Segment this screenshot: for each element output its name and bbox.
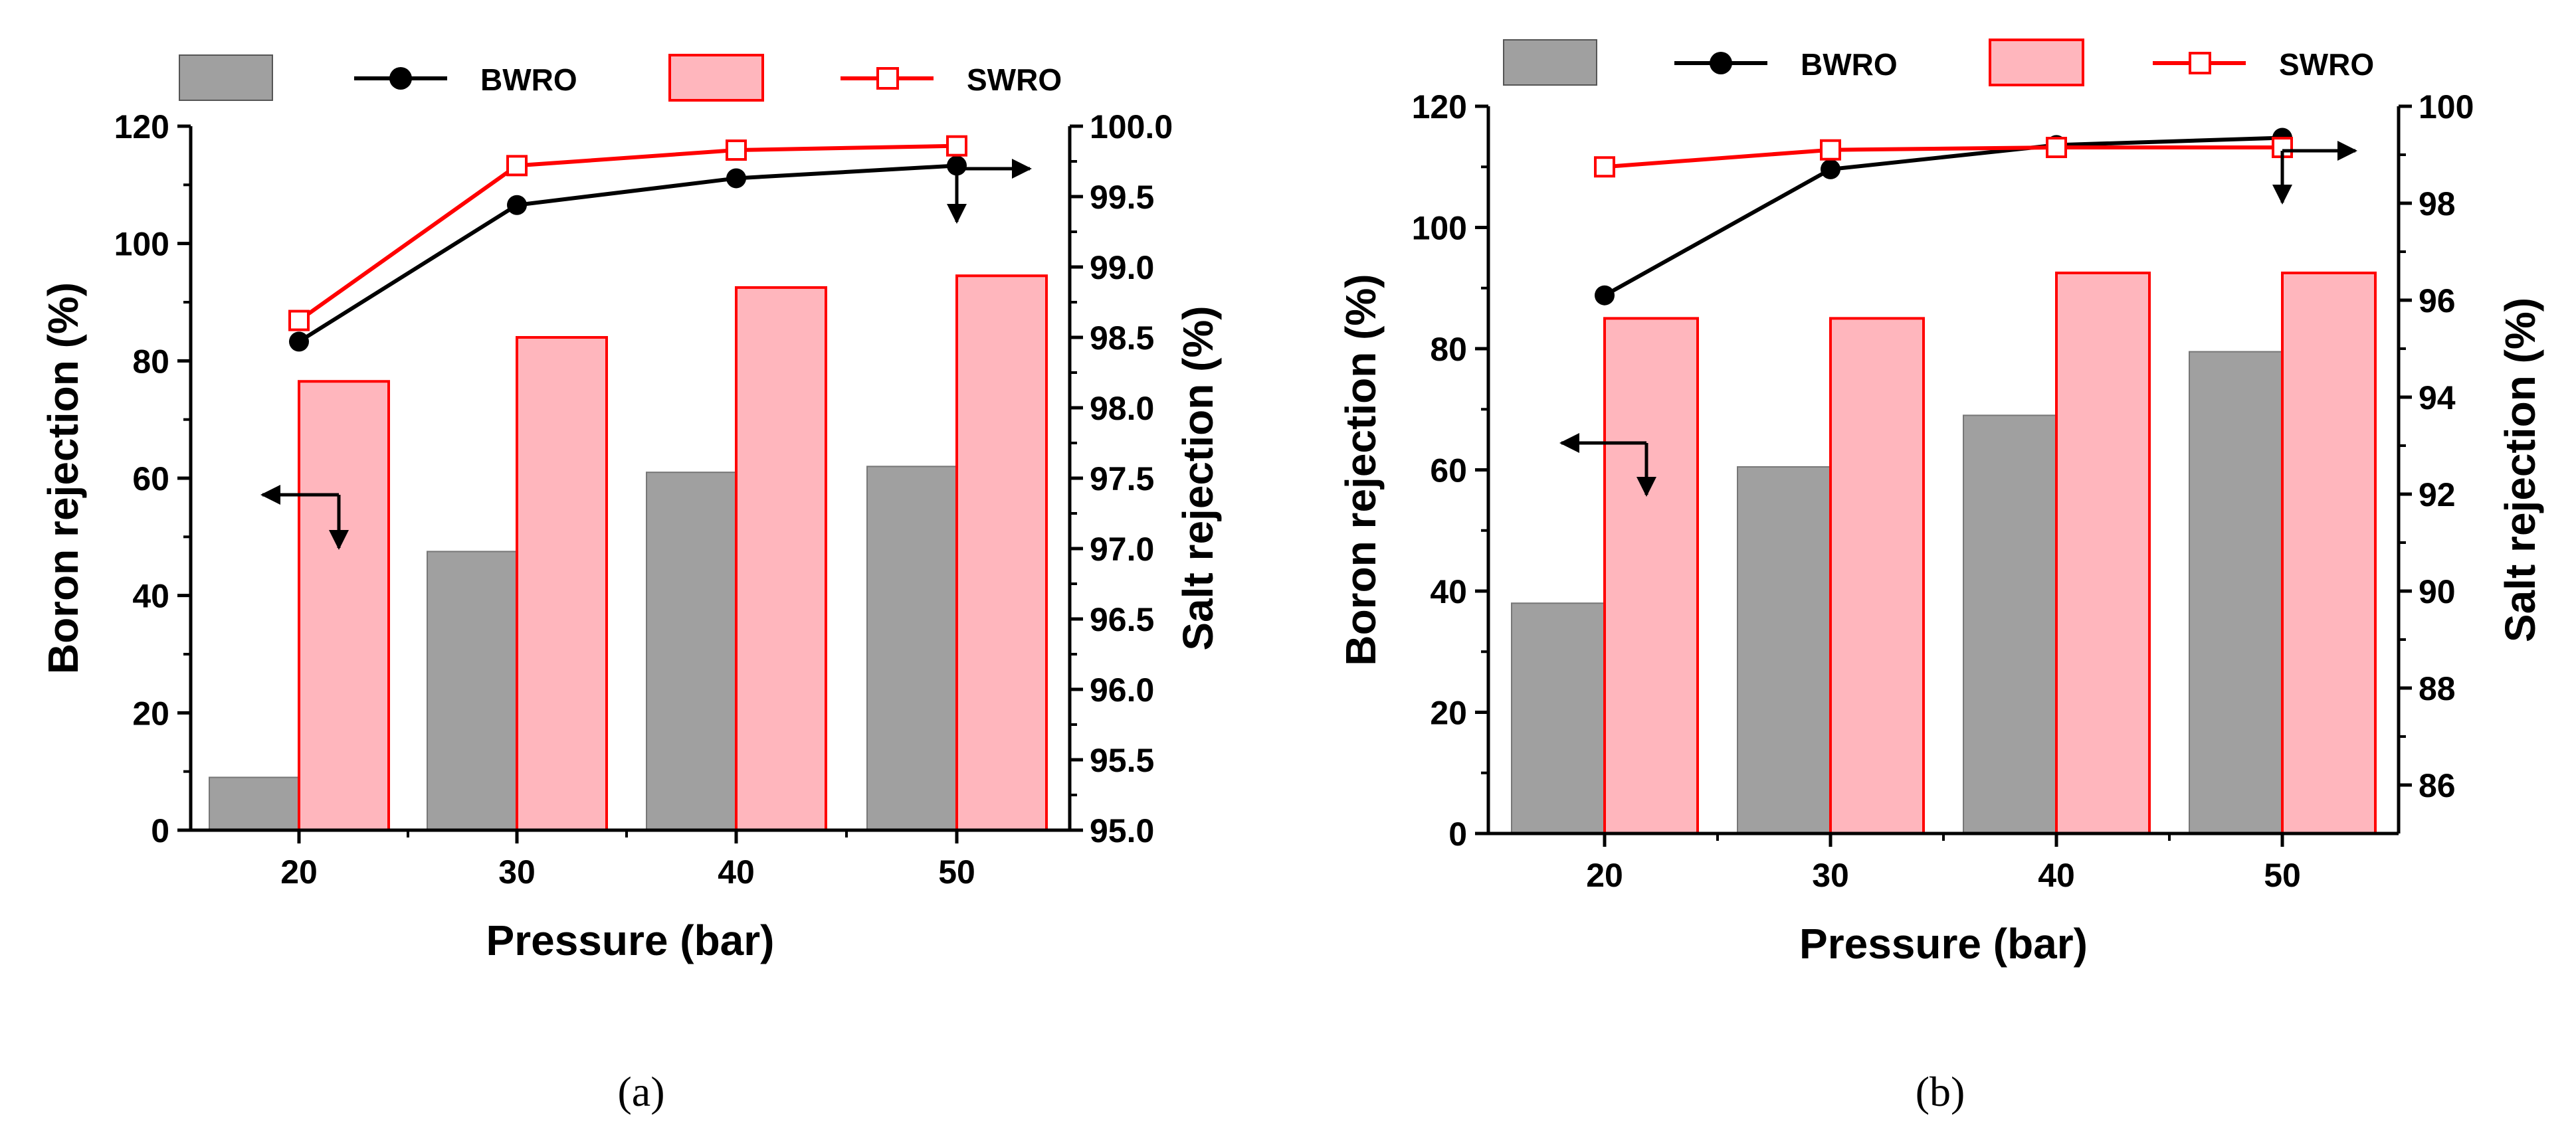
left-tick-label: 40 (132, 578, 169, 615)
left-tick-label: 120 (1412, 88, 1467, 126)
panel-caption: (b) (1916, 1068, 1965, 1115)
swro-bar-20 (298, 380, 390, 832)
left-axis-title: Boron rejection (%) (1337, 274, 1385, 665)
right-tick-label: 86 (2419, 767, 2456, 804)
bwro-bar-40 (646, 472, 737, 831)
left-tick-label: 0 (1448, 816, 1467, 853)
swro-point-20 (288, 309, 310, 331)
right-tick-label: 100 (2419, 88, 2474, 126)
legend-swro-marker (2189, 52, 2211, 74)
bwro-point-50 (947, 155, 967, 176)
x-tick-label: 20 (1586, 857, 1623, 894)
legend-bwro-bar-swatch (179, 54, 273, 101)
right-tick-label: 94 (2419, 379, 2456, 416)
bwro-bar-30 (427, 551, 518, 832)
swro-bar-30 (516, 336, 608, 832)
x-tick-label: 50 (938, 853, 975, 891)
right-tick-label: 98 (2419, 185, 2456, 222)
x-tick-label: 40 (2038, 857, 2075, 894)
x-axis-title: Pressure (bar) (1799, 920, 2088, 968)
swro-bar-20 (1603, 317, 1699, 835)
right-axis-title: Salt rejection (%) (1174, 306, 1222, 650)
swro-point-40 (2046, 137, 2067, 159)
left-tick-label: 40 (1430, 573, 1467, 610)
right-tick-label: 100.0 (1090, 108, 1173, 145)
legend-swro-marker (876, 67, 899, 90)
left-tick-label: 60 (1430, 452, 1467, 489)
swro-line-a (298, 143, 957, 323)
legend-swro-label: SWRO (2279, 47, 2374, 82)
left-tick-label: 20 (1430, 695, 1467, 732)
left-tick-label: 100 (1412, 210, 1467, 247)
bwro-point-30 (507, 195, 527, 215)
bwro-point-20 (289, 331, 309, 352)
right-tick-label: 98.0 (1090, 390, 1154, 427)
x-tick-label: 20 (280, 853, 318, 891)
bwro-bar-40 (1963, 414, 2057, 834)
bwro-bar-50 (2189, 351, 2283, 834)
bwro-bar-20 (1511, 602, 1605, 834)
right-tick-label: 96.0 (1090, 671, 1154, 709)
right-tick-label: 96.5 (1090, 601, 1154, 638)
right-tick-label: 99.5 (1090, 179, 1154, 216)
left-tick-label: 80 (1430, 331, 1467, 368)
x-tick-label: 30 (1812, 857, 1849, 894)
swro-point-30 (1820, 139, 1841, 161)
bwro-point-30 (1821, 159, 1840, 179)
legend-bwro-bar-swatch (1503, 39, 1597, 86)
legend-bwro-marker (1710, 52, 1732, 74)
bwro-bar-50 (866, 466, 957, 831)
right-tick-label: 97.5 (1090, 460, 1154, 497)
bwro-line-b (1603, 135, 2283, 298)
right-tick-label: 98.5 (1090, 319, 1154, 357)
chart-panel-b: 0 20 40 60 80 100 120 86 88 90 92 94 96 98 100 20 30 40 50… (1337, 39, 2544, 1115)
right-tick-label: 99.0 (1090, 249, 1154, 286)
right-tick-label: 92 (2419, 476, 2456, 513)
chart-panel-a: 0 20 40 60 80 100 120 95.0 95.5 96.0 96.5 97.0 97.5 9… (39, 54, 1222, 1115)
right-tick-label: 95.5 (1090, 742, 1154, 779)
swro-bar-50 (2281, 271, 2377, 835)
x-axis-title: Pressure (bar) (486, 917, 775, 964)
swro-point-50 (946, 135, 967, 157)
legend-bwro-label: BWRO (1801, 47, 1898, 82)
swro-line-b (1604, 145, 2282, 169)
right-tick-label: 90 (2419, 573, 2456, 610)
left-tick-label: 100 (114, 226, 169, 263)
swro-point-30 (506, 155, 528, 177)
swro-point-20 (1594, 156, 1615, 178)
bwro-point-20 (1595, 285, 1615, 306)
left-tick-label: 80 (132, 343, 169, 380)
left-axis-title: Boron rejection (%) (39, 282, 87, 674)
right-tick-label: 97.0 (1090, 531, 1154, 568)
bwro-line-a (298, 163, 957, 343)
swro-bar-40 (735, 286, 827, 832)
legend-swro-label: SWRO (967, 62, 1062, 97)
swro-point-40 (726, 139, 747, 161)
x-tick-label: 50 (2264, 857, 2301, 894)
swro-bar-30 (1829, 317, 1925, 835)
bwro-point-40 (726, 168, 746, 189)
legend-swro-bar-swatch (668, 54, 764, 102)
swro-bar-50 (955, 274, 1048, 832)
right-tick-label: 88 (2419, 670, 2456, 707)
legend-bwro-marker (389, 67, 412, 90)
left-tick-label: 60 (132, 460, 169, 497)
x-tick-label: 40 (718, 853, 755, 891)
x-tick-label: 30 (498, 853, 536, 891)
legend-swro-bar-swatch (1989, 39, 2084, 86)
left-tick-label: 120 (114, 108, 169, 145)
bwro-bar-30 (1737, 466, 1831, 834)
right-axis-title: Salt rejection (%) (2496, 298, 2544, 642)
legend-bwro-label: BWRO (480, 62, 577, 97)
panel-caption: (a) (617, 1068, 664, 1115)
left-tick-label: 20 (132, 695, 169, 732)
right-tick-label: 95.0 (1090, 812, 1154, 849)
right-tick-label: 96 (2419, 282, 2456, 319)
swro-bar-40 (2055, 271, 2151, 835)
bwro-bar-20 (209, 776, 300, 831)
left-tick-label: 0 (151, 812, 169, 849)
